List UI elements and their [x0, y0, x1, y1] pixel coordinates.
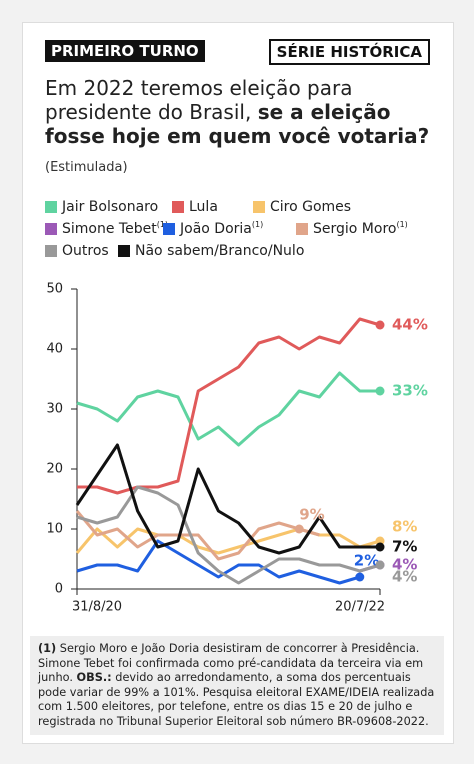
y-tick-label: 40: [46, 342, 63, 357]
legend-note: (1): [157, 220, 168, 229]
legend-name: Outros: [62, 243, 109, 259]
value-label: 9%: [299, 506, 324, 524]
chart: Jair Bolsonaro Lula Ciro Gomes Simone Tebet…: [45, 199, 428, 615]
legend-label: Não sabem/Branco/Nulo: [135, 243, 304, 259]
end-dot: [375, 320, 385, 330]
y-tick-label: 0: [55, 582, 63, 597]
footnote-text: Sergio Moro e João Doria desistiram de c…: [38, 642, 424, 684]
legend-label: Sergio Moro(1): [313, 220, 408, 238]
tag: PRIMEIRO TURNO: [45, 40, 205, 62]
legend-label: Ciro Gomes: [270, 199, 351, 215]
tag: SÉRIE HISTÓRICA: [268, 39, 430, 65]
value-label: 4%: [392, 556, 417, 574]
end-dot: [375, 542, 385, 552]
end-dot: [294, 524, 304, 534]
legend-label: Simone Tebet(1): [62, 220, 168, 238]
end-dot: [355, 572, 365, 582]
series-line: [77, 317, 381, 495]
title: Em 2022 teremos eleição para presidente …: [45, 76, 435, 148]
legend-name: Lula: [189, 199, 218, 215]
value-label: 2%: [354, 552, 379, 570]
legend-swatch: [253, 201, 265, 213]
legend-swatch: [296, 223, 308, 235]
legend-swatch: [118, 245, 130, 257]
y-tick-label: 10: [46, 522, 63, 537]
title-text: Em 2022 teremos eleição para presidente …: [45, 76, 353, 124]
value-label: 33%: [392, 382, 428, 400]
y-tick-label: 50: [46, 282, 63, 297]
legend-name: Ciro Gomes: [270, 199, 351, 215]
legend-name: Sergio Moro: [313, 221, 396, 237]
legend-label: Lula: [189, 199, 218, 215]
legend-swatch: [45, 223, 57, 235]
value-label: 44%: [392, 316, 428, 334]
y-tick-label: 30: [46, 402, 63, 417]
legend-swatch: [172, 201, 184, 213]
y-tick-label: 20: [46, 462, 63, 477]
series-line: [75, 510, 320, 561]
title-bold: se a eleição fosse hoje em quem você vot…: [45, 100, 430, 148]
series-line: [76, 485, 381, 585]
legend-note: (1): [396, 220, 407, 229]
end-dot: [375, 560, 385, 570]
legend-swatch: [45, 201, 57, 213]
card: [22, 22, 454, 744]
legend-name: Simone Tebet: [62, 221, 157, 237]
series-line: [76, 539, 361, 585]
end-dot: [375, 386, 385, 396]
value-label: 7%: [392, 538, 417, 556]
legend-name: Não sabem/Branco/Nulo: [135, 243, 304, 259]
legend-swatch: [163, 223, 175, 235]
footnote: (1) Sergio Moro e João Doria desistiram …: [30, 636, 444, 735]
legend-note: (1): [252, 220, 263, 229]
obs: OBS.:: [76, 671, 112, 684]
footnote-text: devido ao arredondamento, a soma dos per…: [38, 671, 435, 728]
legend-label: Outros: [62, 243, 109, 259]
legend-name: Jair Bolsonaro: [61, 199, 158, 215]
x-tick-label: 31/8/20: [72, 600, 122, 615]
x-tick-label: 20/7/22: [335, 600, 385, 615]
value-label: 4%: [392, 568, 417, 586]
series-line: [76, 371, 380, 447]
legend-label: João Doria(1): [179, 220, 263, 238]
series-line: [75, 443, 380, 555]
value-label: 8%: [392, 518, 417, 536]
legend-name: João Doria: [179, 221, 252, 237]
legend-swatch: [45, 245, 57, 257]
footnote-marker: (1): [38, 642, 57, 655]
legend-label: Jair Bolsonaro: [61, 199, 158, 215]
subtitle: (Estimulada): [45, 160, 128, 175]
